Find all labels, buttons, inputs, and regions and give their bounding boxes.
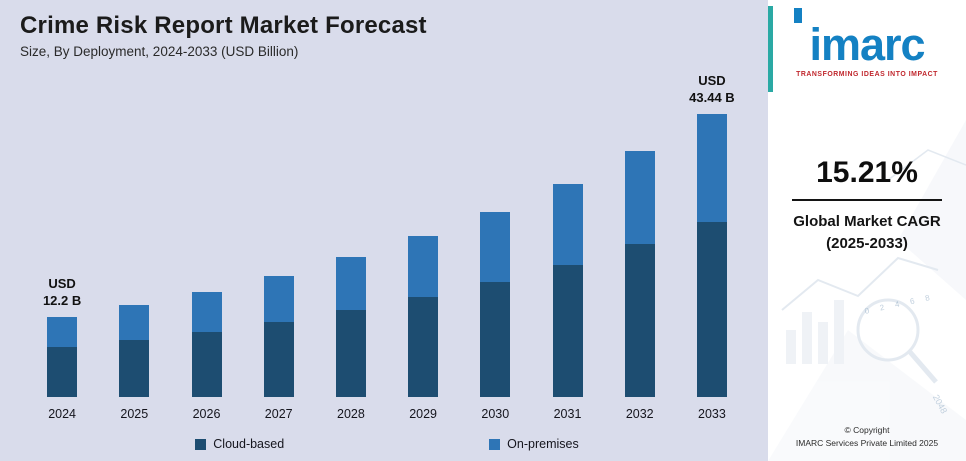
copyright: © Copyright IMARC Services Private Limit… — [768, 424, 966, 451]
bar-segment-cloud-based — [480, 282, 511, 397]
bar-segment-on-premises — [480, 212, 511, 282]
bar-segment-on-premises — [624, 151, 655, 244]
bar-stack — [263, 276, 294, 397]
bar-column-2026: 2026 — [170, 97, 242, 421]
bar-segment-cloud-based — [552, 265, 583, 397]
bar-stack — [624, 151, 655, 397]
x-axis-label: 2030 — [481, 407, 510, 421]
cagr-label-line2: (2025-2033) — [826, 235, 908, 252]
legend-swatch — [489, 438, 501, 450]
x-axis-label: 2029 — [409, 407, 438, 421]
bar-stack — [696, 114, 727, 397]
x-axis-label: 2026 — [192, 407, 221, 421]
bar-plot: USD 12.2 B 2024 2025 2026 2027 2028 2029 2030 203… — [20, 73, 754, 421]
bar-segment-cloud-based — [624, 244, 655, 397]
x-axis-label: 2025 — [120, 407, 149, 421]
bar-column-2025: 2025 — [98, 97, 170, 421]
bar-segment-on-premises — [119, 305, 150, 340]
cagr-block: 15.21% Global Market CAGR (2025-2033) — [768, 156, 966, 255]
x-axis-label: 2033 — [698, 407, 726, 421]
sidebar-content: imarc TRANSFORMING IDEAS INTO IMPACT 15.… — [768, 0, 966, 461]
bar-segment-cloud-based — [408, 297, 439, 397]
bar-stack — [480, 212, 511, 397]
copyright-line1: © Copyright — [844, 424, 890, 435]
x-axis-label: 2028 — [337, 407, 365, 421]
copyright-line2: IMARC Services Private Limited 2025 — [795, 438, 939, 449]
bar-segment-cloud-based — [263, 322, 294, 397]
page-title: Crime Risk Report Market Forecast — [20, 12, 427, 39]
x-axis-label: 2024 — [48, 407, 76, 421]
bar-column-2028: 2028 — [315, 97, 387, 421]
logo-tagline: TRANSFORMING IDEAS INTO IMPACT — [796, 70, 938, 78]
bar-value-label: USD 12.2 B — [42, 276, 82, 309]
bar-segment-cloud-based — [191, 332, 222, 397]
x-axis-label: 2031 — [553, 407, 582, 421]
bar-segment-on-premises — [191, 292, 222, 332]
chart-subtitle: Size, By Deployment, 2024-2033 (USD Bill… — [20, 44, 299, 59]
bar-segment-cloud-based — [119, 340, 150, 397]
bar-segment-cloud-based — [696, 222, 727, 397]
legend-label: Cloud-based — [213, 437, 285, 451]
cagr-divider — [792, 198, 942, 202]
bar-segment-on-premises — [408, 236, 439, 297]
bar-segment-cloud-based — [47, 347, 78, 397]
bar-column-2033: USD 43.44 B 2033 — [676, 73, 748, 421]
bar-segment-on-premises — [696, 114, 727, 222]
logo-accent-bar — [768, 6, 773, 92]
bar-stack — [191, 292, 222, 397]
bar-column-2032: 2032 — [604, 97, 676, 421]
logo-wordmark: imarc — [809, 19, 925, 70]
legend-label: On-premises — [507, 437, 579, 451]
bar-stack — [408, 236, 439, 397]
bar-stack — [335, 257, 366, 397]
bar-segment-on-premises — [263, 276, 294, 322]
imarc-logo: imarc TRANSFORMING IDEAS INTO IMPACT — [768, 0, 966, 92]
bar-column-2031: 2031 — [531, 97, 603, 421]
cagr-value: 15.21% — [816, 155, 918, 189]
legend-item-on-premises: On-premises — [489, 437, 579, 451]
legend: Cloud-based On-premises — [20, 437, 754, 451]
logo-dot-icon — [794, 8, 802, 23]
bar-segment-on-premises — [552, 184, 583, 265]
x-axis-label: 2032 — [625, 407, 654, 421]
bar-column-2030: 2030 — [459, 97, 531, 421]
legend-item-cloud-based: Cloud-based — [195, 437, 284, 451]
bar-stack — [47, 317, 78, 397]
bar-column-2027: 2027 — [243, 97, 315, 421]
cagr-label-line1: Global Market CAGR — [793, 213, 941, 231]
bar-segment-cloud-based — [335, 310, 366, 397]
legend-swatch — [195, 438, 207, 450]
bar-column-2029: 2029 — [387, 97, 459, 421]
bar-value-label: USD 43.44 B — [689, 73, 735, 106]
bar-stack — [119, 305, 150, 397]
bar-segment-on-premises — [47, 317, 78, 347]
chart-section: Crime Risk Report Market Forecast Size, … — [0, 0, 768, 461]
bar-stack — [552, 184, 583, 397]
bar-segment-on-premises — [335, 257, 366, 310]
x-axis-label: 2027 — [264, 407, 293, 421]
bar-column-2024: USD 12.2 B 2024 — [26, 97, 98, 421]
